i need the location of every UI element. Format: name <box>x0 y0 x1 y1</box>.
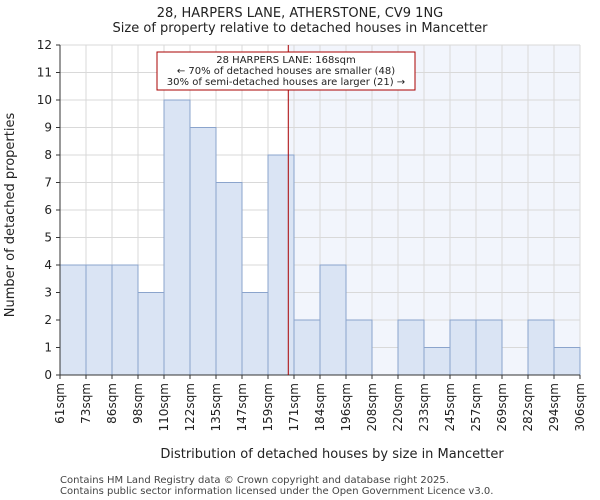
x-tick-label: 245sqm <box>443 383 457 431</box>
bar-147sqm <box>241 292 269 376</box>
x-tick-label: 159sqm <box>261 383 275 431</box>
x-tick-label: 208sqm <box>365 383 379 431</box>
annotation-line-2: ← 70% of detached houses are smaller (48… <box>177 66 395 77</box>
x-tick-label: 98sqm <box>131 383 145 424</box>
y-tick-label: 8 <box>44 148 52 162</box>
bar-135sqm <box>215 182 243 376</box>
bar-122sqm <box>189 127 217 376</box>
annotation-line-1: 28 HARPERS LANE: 168sqm <box>216 55 355 66</box>
bar-233sqm <box>423 347 451 376</box>
bar-86sqm <box>111 264 139 376</box>
y-tick-label: 6 <box>44 203 52 217</box>
x-tick-label: 233sqm <box>417 383 431 431</box>
footer-line-2: Contains public sector information licen… <box>60 486 493 497</box>
y-tick-label: 12 <box>37 38 52 52</box>
x-tick-label: 86sqm <box>105 383 119 424</box>
x-tick-label: 196sqm <box>339 383 353 431</box>
x-tick-label: 184sqm <box>313 383 327 431</box>
y-tick-label: 10 <box>37 93 52 107</box>
bar-110sqm <box>163 99 191 376</box>
bar-184sqm <box>319 264 347 376</box>
y-tick-label: 3 <box>44 286 52 300</box>
y-tick-label: 0 <box>44 368 52 382</box>
x-tick-label: 61sqm <box>53 383 67 424</box>
x-tick-label: 135sqm <box>209 383 223 431</box>
y-tick-label: 5 <box>44 231 52 245</box>
x-tick-label: 282sqm <box>521 383 535 431</box>
y-tick-label: 9 <box>44 121 52 135</box>
annotation-line-3: 30% of semi-detached houses are larger (… <box>167 77 405 88</box>
chart-subtitle: Size of property relative to detached ho… <box>113 21 489 36</box>
chart-title: 28, HARPERS LANE, ATHERSTONE, CV9 1NG <box>157 6 444 21</box>
x-tick-label: 257sqm <box>469 383 483 431</box>
bar-98sqm <box>137 292 165 376</box>
bar-282sqm <box>527 319 555 376</box>
x-tick-label: 171sqm <box>287 383 301 431</box>
y-tick-label: 11 <box>37 66 52 80</box>
bar-196sqm <box>345 319 373 376</box>
footer-line-1: Contains HM Land Registry data © Crown c… <box>60 475 449 486</box>
bar-257sqm <box>475 319 503 376</box>
bar-294sqm <box>553 347 581 376</box>
y-tick-label: 7 <box>44 176 52 190</box>
y-tick-label: 2 <box>44 313 52 327</box>
x-tick-label: 73sqm <box>79 383 93 424</box>
x-axis-label: Distribution of detached houses by size … <box>160 447 504 462</box>
annotation-box <box>156 51 416 91</box>
bar-61sqm <box>59 264 87 376</box>
property-annotation: 28 HARPERS LANE: 168sqm ← 70% of detache… <box>156 51 416 91</box>
bar-220sqm <box>397 319 425 376</box>
x-tick-label: 294sqm <box>547 383 561 431</box>
x-tick-label: 269sqm <box>495 383 509 431</box>
x-tick-label: 306sqm <box>573 383 587 431</box>
x-tick-label: 147sqm <box>235 383 249 431</box>
bar-73sqm <box>85 264 113 376</box>
y-axis-label: Number of detached properties <box>3 113 18 318</box>
bar-159sqm <box>267 154 295 376</box>
x-tick-label: 110sqm <box>157 383 171 431</box>
y-tick-label: 4 <box>44 258 52 272</box>
x-tick-label: 122sqm <box>183 383 197 431</box>
bar-245sqm <box>449 319 477 376</box>
x-tick-label: 220sqm <box>391 383 405 431</box>
y-tick-label: 1 <box>44 341 52 355</box>
bar-171sqm <box>293 319 321 376</box>
